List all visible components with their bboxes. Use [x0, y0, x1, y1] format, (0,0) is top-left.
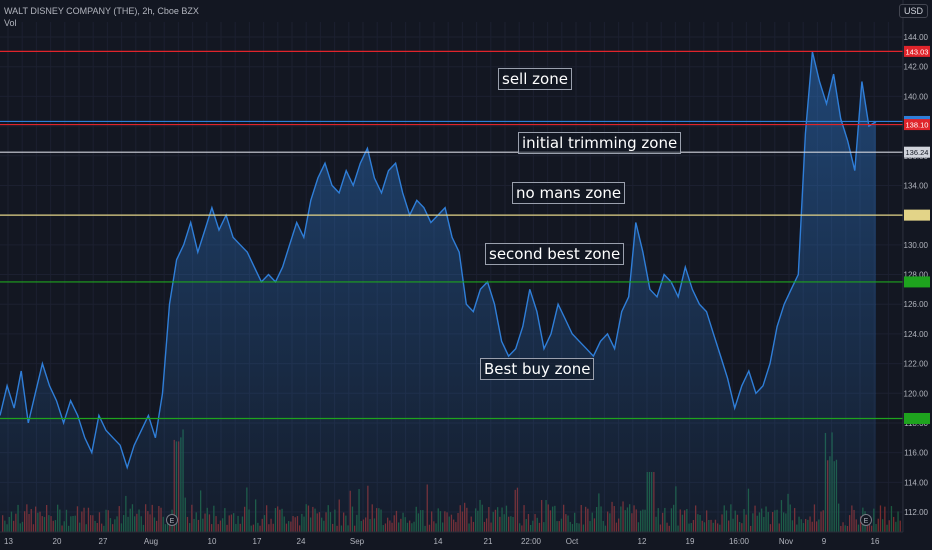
x-tick-label: 10 — [208, 537, 217, 546]
volume-bar — [882, 519, 884, 532]
volume-bar — [886, 524, 888, 532]
x-tick-label: 21 — [484, 537, 493, 546]
x-tick-label: 17 — [253, 537, 262, 546]
volume-bar — [897, 511, 899, 532]
x-tick-label: Sep — [350, 537, 365, 546]
level-badge — [904, 209, 930, 221]
price-area-fill — [0, 51, 876, 533]
x-tick-label: Oct — [566, 537, 579, 546]
zone-label-no-mans: no mans zone — [512, 182, 626, 204]
x-tick-label: 14 — [434, 537, 443, 546]
x-tick-label: 12 — [638, 537, 647, 546]
zone-label-best-buy: Best buy zone — [480, 358, 595, 380]
y-tick-label: 112.00 — [904, 508, 928, 517]
level-badge-label: 138.10 — [906, 121, 929, 130]
level-badge-label: 136.24 — [906, 148, 929, 157]
y-tick-label: 142.00 — [904, 63, 929, 72]
svg-text:E: E — [170, 518, 175, 525]
time-axis: 13 20 27 Aug 10 17 24 Sep 14 21 22:00 Oct 12 19 16:00 N… — [0, 531, 903, 546]
level-badge-label: 143.03 — [906, 47, 929, 56]
earnings-marker-icon: E — [860, 514, 872, 526]
x-tick-label: Nov — [779, 537, 793, 546]
symbol-title: WALT DISNEY COMPANY (THE), 2h, Cboe BZX — [4, 6, 199, 16]
y-tick-label: 124.00 — [904, 330, 929, 339]
volume-indicator-label: Vol — [4, 18, 17, 28]
volume-bar — [877, 518, 879, 532]
y-tick-label: 116.00 — [904, 449, 928, 458]
level-badge: 138.10 — [904, 119, 930, 131]
volume-bar — [884, 506, 886, 532]
level-badge: 136.24 — [904, 146, 930, 158]
y-tick-label: 134.00 — [904, 181, 929, 190]
x-tick-label: 16 — [871, 537, 880, 546]
volume-bar — [893, 516, 895, 532]
price-axis: 112.00114.00116.00118.00120.00122.00124.… — [902, 0, 932, 550]
zone-label-second-best: second best zone — [485, 243, 625, 265]
horizontal-levels — [0, 50, 903, 420]
y-tick-label: 122.00 — [904, 360, 929, 369]
zone-label-sell: sell zone — [498, 68, 572, 90]
volume-bar — [899, 520, 901, 532]
x-tick-label: 27 — [99, 537, 108, 546]
zone-label-initial-trimming: initial trimming zone — [518, 132, 682, 154]
x-tick-label: 24 — [297, 537, 306, 546]
currency-button[interactable]: USD — [898, 4, 928, 18]
volume-bar — [879, 505, 882, 532]
level-badge — [904, 412, 930, 424]
svg-text:E: E — [864, 518, 869, 525]
y-tick-label: 144.00 — [904, 33, 929, 42]
x-tick-label: 20 — [53, 537, 62, 546]
chart-header: WALT DISNEY COMPANY (THE), 2h, Cboe BZX … — [4, 5, 199, 29]
volume-bar — [895, 521, 897, 532]
x-tick-label: 16:00 — [729, 537, 750, 546]
y-tick-label: 128.00 — [904, 271, 929, 280]
volume-bar — [875, 524, 877, 532]
x-tick-label: 13 — [4, 537, 13, 546]
y-tick-label: 126.00 — [904, 300, 929, 309]
y-tick-label: 140.00 — [904, 92, 929, 101]
y-tick-label: 114.00 — [904, 478, 928, 487]
volume-bar — [890, 506, 893, 532]
x-tick-label: Aug — [144, 537, 158, 546]
price-axis-background — [903, 0, 932, 550]
x-tick-label: 19 — [686, 537, 695, 546]
level-badge: 143.03 — [904, 45, 930, 57]
volume-bar — [888, 520, 890, 532]
x-tick-label: 9 — [822, 537, 827, 546]
y-tick-label: 120.00 — [904, 389, 929, 398]
x-tick-label: 22:00 — [521, 537, 542, 546]
y-tick-label: 130.00 — [904, 241, 929, 250]
earnings-marker-icon: E — [166, 514, 178, 526]
level-badge — [904, 276, 930, 288]
